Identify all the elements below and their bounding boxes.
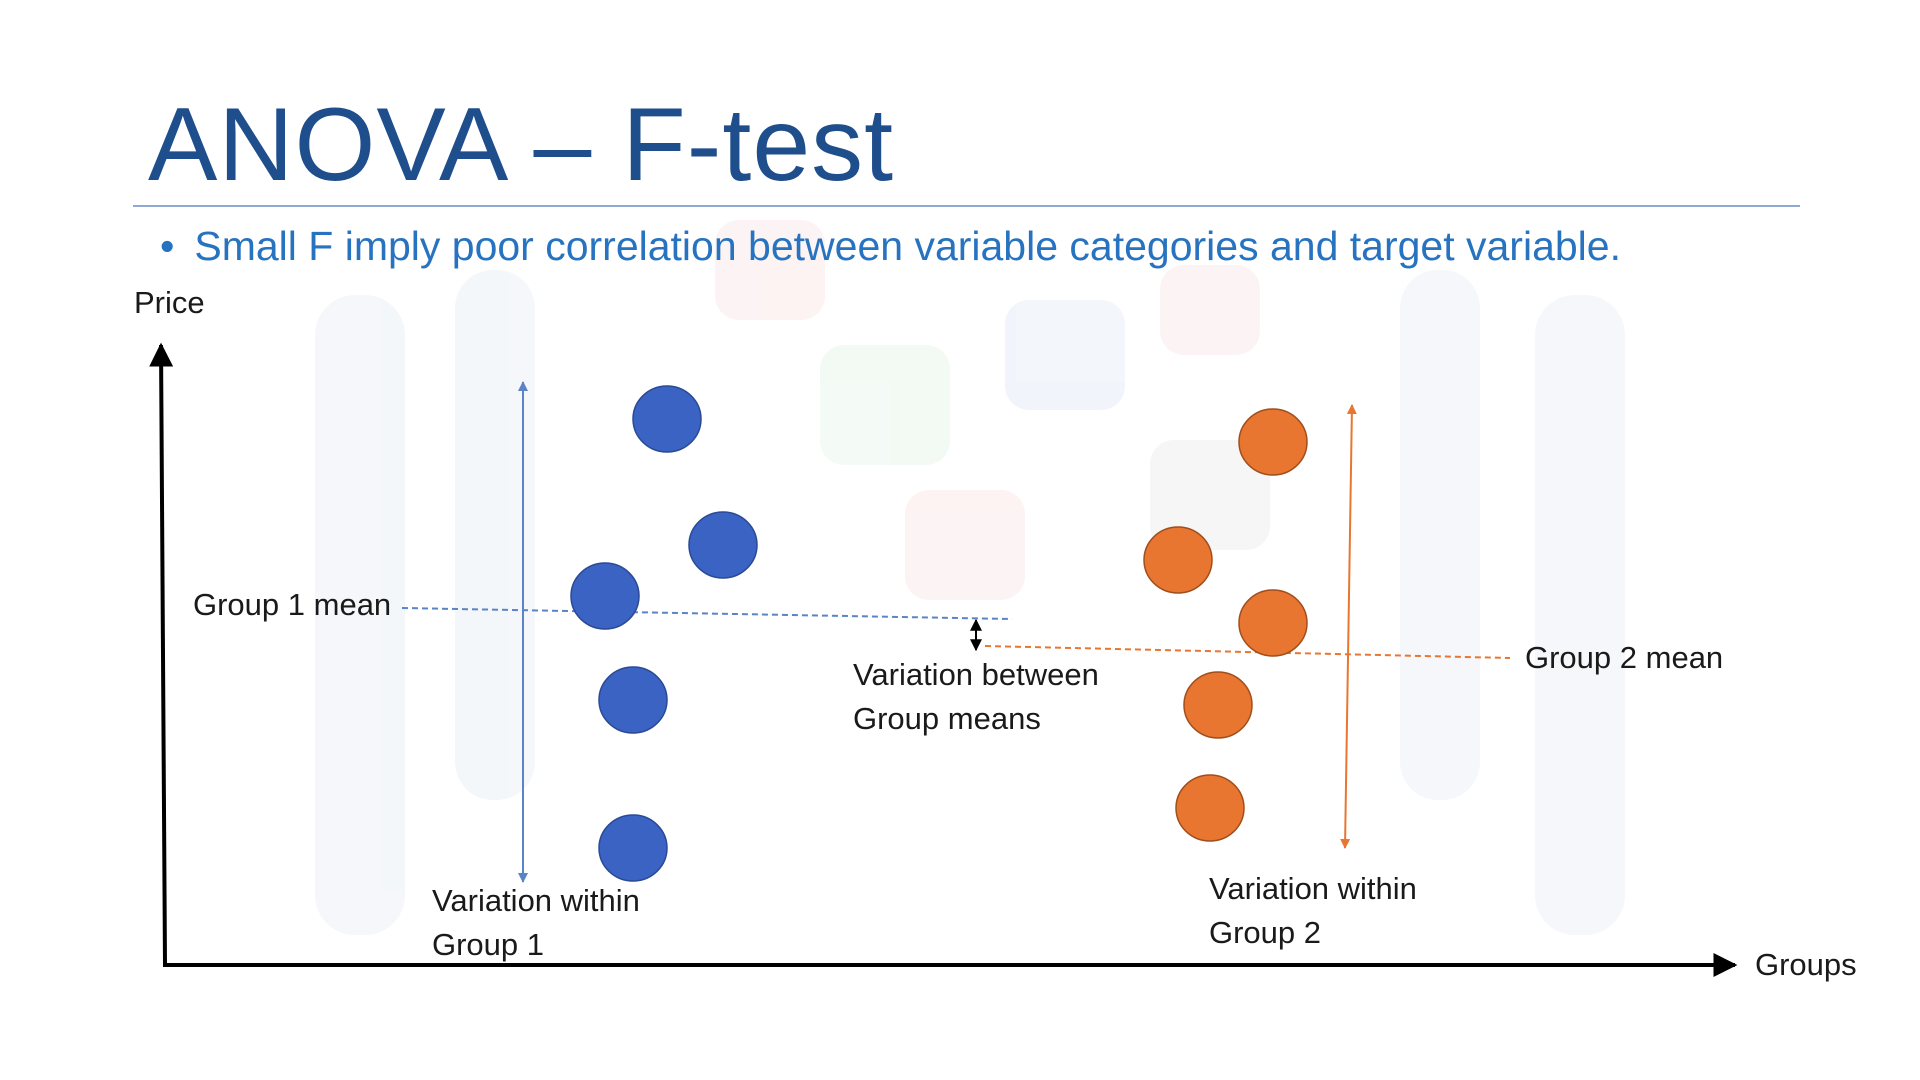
bullet-point: • Small F imply poor correlation between … xyxy=(160,223,1621,270)
group2-variation-arrow xyxy=(1340,404,1357,849)
x-axis-label: Groups xyxy=(1755,947,1857,982)
group1-point xyxy=(598,814,668,882)
between-label-line1: Variation between xyxy=(853,657,1099,692)
bullet-icon: • xyxy=(160,223,175,269)
group2-variation-label-line1: Variation within xyxy=(1209,871,1417,906)
group1-point xyxy=(570,562,640,630)
group2-point xyxy=(1238,408,1308,476)
group2-point xyxy=(1175,774,1245,842)
title-divider xyxy=(133,205,1800,207)
y-axis-label: Price xyxy=(134,285,205,320)
slide-title: ANOVA – F-test xyxy=(148,87,895,203)
group1-variation-label-line2: Group 1 xyxy=(432,927,545,962)
group2-mean-line xyxy=(984,645,1511,659)
group2-point xyxy=(1238,589,1308,657)
group1-mean-line xyxy=(401,607,1013,620)
group2-variation-label-line2: Group 2 xyxy=(1209,915,1322,950)
y-axis xyxy=(149,342,174,966)
group2-point xyxy=(1143,526,1213,594)
group1-point xyxy=(598,666,668,734)
group1-mean-label: Group 1 mean xyxy=(193,587,392,622)
group2-point xyxy=(1183,671,1253,739)
between-label-line2: Group means xyxy=(853,701,1041,736)
group1-points xyxy=(570,385,758,882)
group1-point xyxy=(688,511,758,579)
group2-points xyxy=(1143,408,1308,842)
group1-point xyxy=(632,385,702,453)
group1-variation-label-line1: Variation within xyxy=(432,883,640,918)
bullet-text: Small F imply poor correlation between v… xyxy=(194,223,1621,269)
group2-mean-label: Group 2 mean xyxy=(1525,640,1724,675)
